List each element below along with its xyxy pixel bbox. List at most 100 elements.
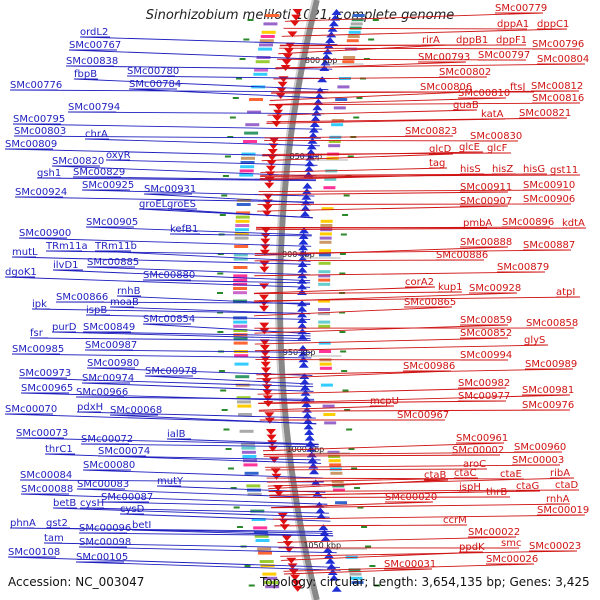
gene-label-forward: SMc00776 bbox=[10, 80, 62, 91]
feature-block bbox=[318, 324, 331, 328]
gene-connector-forward bbox=[45, 250, 311, 256]
gene-label-reverse: SMc00022 bbox=[468, 527, 520, 538]
gene-label-forward: SMc00880 bbox=[143, 270, 195, 281]
gene-connector-forward bbox=[81, 382, 314, 392]
gene-label-forward: SMc00080 bbox=[83, 460, 135, 471]
gene-label-reverse: katA bbox=[481, 109, 504, 120]
gene-label-reverse: SMc00911 bbox=[460, 182, 512, 193]
feature-block bbox=[351, 18, 364, 22]
gene-connector-reverse bbox=[271, 90, 580, 94]
forward-gene-arrow bbox=[317, 76, 328, 83]
gene-label-reverse: SMc00019 bbox=[537, 505, 589, 516]
feature-block bbox=[342, 60, 355, 64]
gene-label-reverse: SMc00823 bbox=[405, 126, 457, 137]
gene-connector-forward bbox=[143, 193, 314, 204]
reverse-gene-arrow bbox=[282, 53, 293, 60]
gene-label-forward: SMc00809 bbox=[5, 139, 57, 150]
reverse-gene-arrow bbox=[292, 585, 303, 592]
gene-label-reverse: SMc00976 bbox=[522, 400, 574, 411]
gene-connector-forward bbox=[7, 556, 340, 568]
feature-block bbox=[233, 278, 248, 282]
gene-label-reverse: SMc00797 bbox=[478, 50, 530, 61]
forward-gene-arrow bbox=[315, 507, 326, 514]
gene-connector-reverse bbox=[265, 468, 488, 471]
feature-block bbox=[320, 219, 333, 223]
gene-label-forward: SMc00978 bbox=[145, 366, 197, 377]
gene-label-reverse: SMc00906 bbox=[523, 194, 575, 205]
gene-connector-reverse bbox=[283, 563, 535, 572]
gene-connector-reverse bbox=[260, 173, 548, 176]
feature-block bbox=[237, 198, 252, 202]
gene-connector-forward bbox=[29, 337, 311, 342]
gene-connector-forward bbox=[51, 331, 311, 340]
gene-connector-reverse bbox=[254, 306, 453, 317]
forward-gene-arrow bbox=[306, 149, 317, 155]
feature-block bbox=[318, 274, 331, 278]
gene-connector-reverse bbox=[281, 28, 568, 37]
gene-connector-forward bbox=[44, 453, 322, 464]
gene-connector-forward bbox=[12, 123, 323, 130]
gene-connector-reverse bbox=[257, 205, 509, 212]
reverse-gene-arrow bbox=[259, 322, 270, 329]
gene-connector-reverse bbox=[257, 387, 507, 395]
gene-label-reverse: SMc00804 bbox=[537, 54, 589, 65]
gene-label-forward: SMc00987 bbox=[85, 340, 137, 351]
gene-label-reverse: SMc00910 bbox=[523, 180, 575, 191]
feature-block bbox=[235, 228, 250, 232]
gene-connector-forward bbox=[81, 189, 315, 197]
forward-gene-arrow bbox=[301, 401, 312, 407]
gene-label-reverse: aroC bbox=[463, 459, 486, 470]
gene-connector-reverse bbox=[268, 479, 449, 490]
feature-block bbox=[327, 450, 340, 454]
gene-label-reverse: hisZ bbox=[492, 164, 513, 175]
gene-label-forward: SMc00931 bbox=[144, 184, 196, 195]
gene-connector-reverse bbox=[255, 344, 549, 352]
gene-connector-reverse bbox=[269, 97, 507, 106]
feature-block bbox=[264, 581, 279, 584]
feature-block bbox=[349, 572, 362, 576]
feature-block bbox=[234, 354, 249, 358]
gene-label-forward: ispB bbox=[86, 305, 107, 316]
reverse-gene-arrow bbox=[267, 445, 278, 452]
feature-block bbox=[244, 471, 259, 475]
forward-gene-arrow bbox=[320, 535, 331, 542]
gene-label-reverse: SMc00026 bbox=[486, 554, 538, 565]
gene-connector-reverse bbox=[268, 489, 580, 492]
gene-label-forward: SMc00985 bbox=[12, 344, 64, 355]
reverse-gene-arrow bbox=[287, 563, 298, 570]
gene-label-forward: cysD bbox=[120, 504, 145, 515]
gene-label-forward: thrC1 bbox=[45, 444, 73, 455]
feature-block bbox=[236, 203, 251, 206]
backbone-arc bbox=[277, 0, 320, 600]
gene-connector-forward bbox=[20, 392, 315, 402]
reverse-gene-arrow bbox=[271, 121, 282, 127]
gene-label-forward: SMc00767 bbox=[69, 40, 121, 51]
feature-block bbox=[243, 140, 258, 143]
gene-label-reverse: SMc00031 bbox=[384, 559, 436, 570]
gene-label-reverse: hisS bbox=[460, 164, 481, 175]
feature-block bbox=[335, 98, 348, 101]
feature-block bbox=[261, 30, 276, 34]
gene-label-forward: kefB1 bbox=[170, 224, 198, 235]
gene-label-forward: SMc00108 bbox=[8, 547, 60, 558]
forward-gene-arrow bbox=[302, 182, 313, 189]
feature-block bbox=[324, 177, 337, 181]
gene-label-reverse: ctaC bbox=[454, 468, 477, 479]
feature-block bbox=[236, 400, 251, 404]
forward-gene-arrow bbox=[300, 205, 311, 211]
gene-label-reverse: rirA bbox=[422, 35, 440, 46]
gene-label-reverse: SMc00806 bbox=[420, 82, 472, 93]
gene-label-reverse: dppA1 bbox=[497, 19, 529, 30]
gene-label-forward: betB bbox=[53, 498, 76, 509]
feature-block bbox=[239, 173, 254, 177]
gene-label-reverse: SMc00023 bbox=[529, 541, 581, 552]
gene-label-forward: SMc00854 bbox=[143, 314, 195, 325]
feature-block bbox=[262, 572, 277, 576]
gene-label-forward: ordL2 bbox=[80, 27, 108, 38]
gene-connector-forward bbox=[86, 266, 311, 276]
gene-label-forward: fsr bbox=[30, 328, 44, 339]
gene-connector-forward bbox=[79, 36, 338, 46]
gene-label-reverse: ctaD bbox=[555, 480, 579, 491]
feature-block bbox=[235, 224, 250, 227]
feature-block bbox=[233, 291, 248, 295]
